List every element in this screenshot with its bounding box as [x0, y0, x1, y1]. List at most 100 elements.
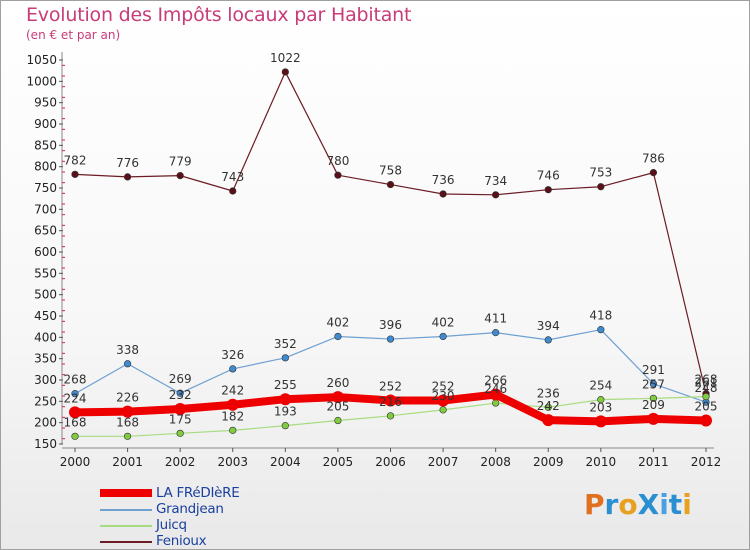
data-label-juicq: 216 [379, 395, 402, 409]
y-tick-label: 200 [34, 416, 57, 430]
data-point-juicq [702, 393, 710, 401]
data-label-juicq: 182 [221, 409, 244, 423]
data-label-grandjean: 338 [116, 343, 139, 357]
data-label-la-fr-di-re: 252 [432, 379, 455, 393]
data-label-la-fr-di-re: 255 [274, 378, 297, 392]
data-point-juicq [229, 426, 237, 434]
y-tick-label: 1000 [26, 74, 57, 88]
data-point-juicq [597, 396, 605, 404]
data-label-fenioux: 776 [116, 156, 139, 170]
data-label-juicq: 175 [169, 412, 192, 426]
legend-label-grandjean: Grandjean [156, 501, 224, 517]
y-tick-label: 550 [34, 266, 57, 280]
x-tick-label: 2006 [375, 455, 406, 469]
x-tick-label: 2008 [480, 455, 511, 469]
data-point-juicq [649, 394, 658, 402]
y-tick-label: 700 [34, 202, 57, 216]
data-point-la-fr-di-re [279, 393, 292, 406]
legend-item-la-frediere: LA FRéDIèRE [100, 485, 320, 502]
data-label-la-fr-di-re: 226 [116, 391, 139, 405]
y-tick-label: 650 [34, 224, 57, 238]
data-point-grandjean [281, 354, 289, 362]
data-point-grandjean [386, 335, 395, 343]
logo-letter: o [618, 488, 638, 521]
data-point-grandjean [123, 360, 132, 368]
data-label-grandjean: 291 [642, 363, 665, 377]
data-label-fenioux: 746 [537, 169, 560, 183]
data-label-la-fr-di-re: 205 [695, 400, 718, 414]
data-label-juicq: 168 [116, 415, 139, 429]
x-tick-label: 2005 [323, 455, 354, 469]
data-label-grandjean: 418 [589, 309, 612, 323]
data-label-juicq: 193 [274, 405, 297, 419]
data-label-juicq: 254 [589, 379, 612, 393]
data-point-grandjean [544, 336, 552, 344]
data-label-fenioux: 753 [589, 166, 612, 180]
legend-swatch-juicq [100, 525, 152, 527]
y-tick-label: 950 [34, 96, 57, 110]
data-label-juicq: 230 [432, 389, 455, 403]
data-point-fenioux [386, 180, 395, 189]
data-point-la-fr-di-re [489, 388, 502, 401]
logo-letter: r [604, 488, 619, 521]
data-point-la-fr-di-re [121, 405, 134, 418]
logo-letter: i [659, 488, 669, 521]
data-label-la-fr-di-re: 209 [642, 398, 665, 412]
data-point-fenioux [439, 190, 447, 198]
data-label-grandjean: 352 [274, 337, 297, 351]
data-point-la-fr-di-re [331, 391, 344, 404]
x-tick-label: 2001 [112, 455, 143, 469]
data-point-la-fr-di-re [542, 414, 555, 427]
data-label-grandjean: 402 [432, 315, 455, 329]
data-label-fenioux: 780 [326, 154, 349, 168]
data-point-grandjean [176, 389, 184, 397]
data-label-fenioux: 758 [379, 164, 402, 178]
legend-swatch-grandjean [100, 509, 152, 511]
x-tick-label: 2011 [638, 455, 669, 469]
data-point-juicq [281, 422, 289, 430]
data-point-fenioux [492, 191, 500, 199]
data-point-fenioux [544, 186, 552, 194]
x-tick-label: 2007 [428, 455, 459, 469]
data-label-fenioux: 1022 [270, 51, 301, 65]
logo-letter: i [682, 488, 692, 521]
data-point-fenioux [71, 170, 79, 178]
data-label-la-fr-di-re: 242 [221, 384, 244, 398]
y-tick-label: 800 [34, 160, 57, 174]
data-point-fenioux [229, 187, 237, 195]
data-label-grandjean: 326 [221, 348, 244, 362]
data-label-juicq: 236 [537, 386, 560, 400]
data-point-grandjean [597, 326, 605, 334]
data-point-la-fr-di-re [437, 394, 450, 407]
legend: LA FRéDIèRE Grandjean Juicq Fenioux [100, 485, 320, 550]
data-point-juicq [439, 406, 447, 414]
data-label-la-fr-di-re: 260 [326, 376, 349, 390]
data-label-la-fr-di-re: 203 [589, 400, 612, 414]
x-tick-label: 2010 [586, 455, 617, 469]
legend-swatch-la-frediere [100, 489, 152, 497]
data-point-grandjean [492, 329, 500, 337]
chart-subtitle: (en € et par an) [26, 28, 121, 42]
x-tick-label: 2003 [217, 455, 248, 469]
y-tick-label: 450 [34, 309, 57, 323]
data-label-la-fr-di-re: 242 [537, 399, 560, 413]
y-tick-label: 850 [34, 138, 57, 152]
data-point-fenioux [281, 68, 289, 76]
data-label-grandjean: 268 [64, 373, 87, 387]
legend-label-juicq: Juicq [156, 517, 187, 533]
data-point-la-fr-di-re [594, 415, 607, 428]
x-tick-label: 2012 [691, 455, 722, 469]
data-point-juicq [544, 403, 552, 411]
legend-item-fenioux: Fenioux [100, 533, 320, 550]
data-point-grandjean [229, 365, 237, 373]
data-label-grandjean: 269 [169, 372, 192, 386]
data-label-juicq: 261 [695, 376, 718, 390]
x-tick-label: 2002 [165, 455, 196, 469]
x-tick-label: 2000 [60, 455, 91, 469]
data-point-la-fr-di-re [647, 412, 660, 425]
y-tick-label: 400 [34, 330, 57, 344]
data-label-la-fr-di-re: 252 [379, 379, 402, 393]
data-label-fenioux: 786 [642, 152, 665, 166]
data-label-fenioux: 736 [432, 173, 455, 187]
